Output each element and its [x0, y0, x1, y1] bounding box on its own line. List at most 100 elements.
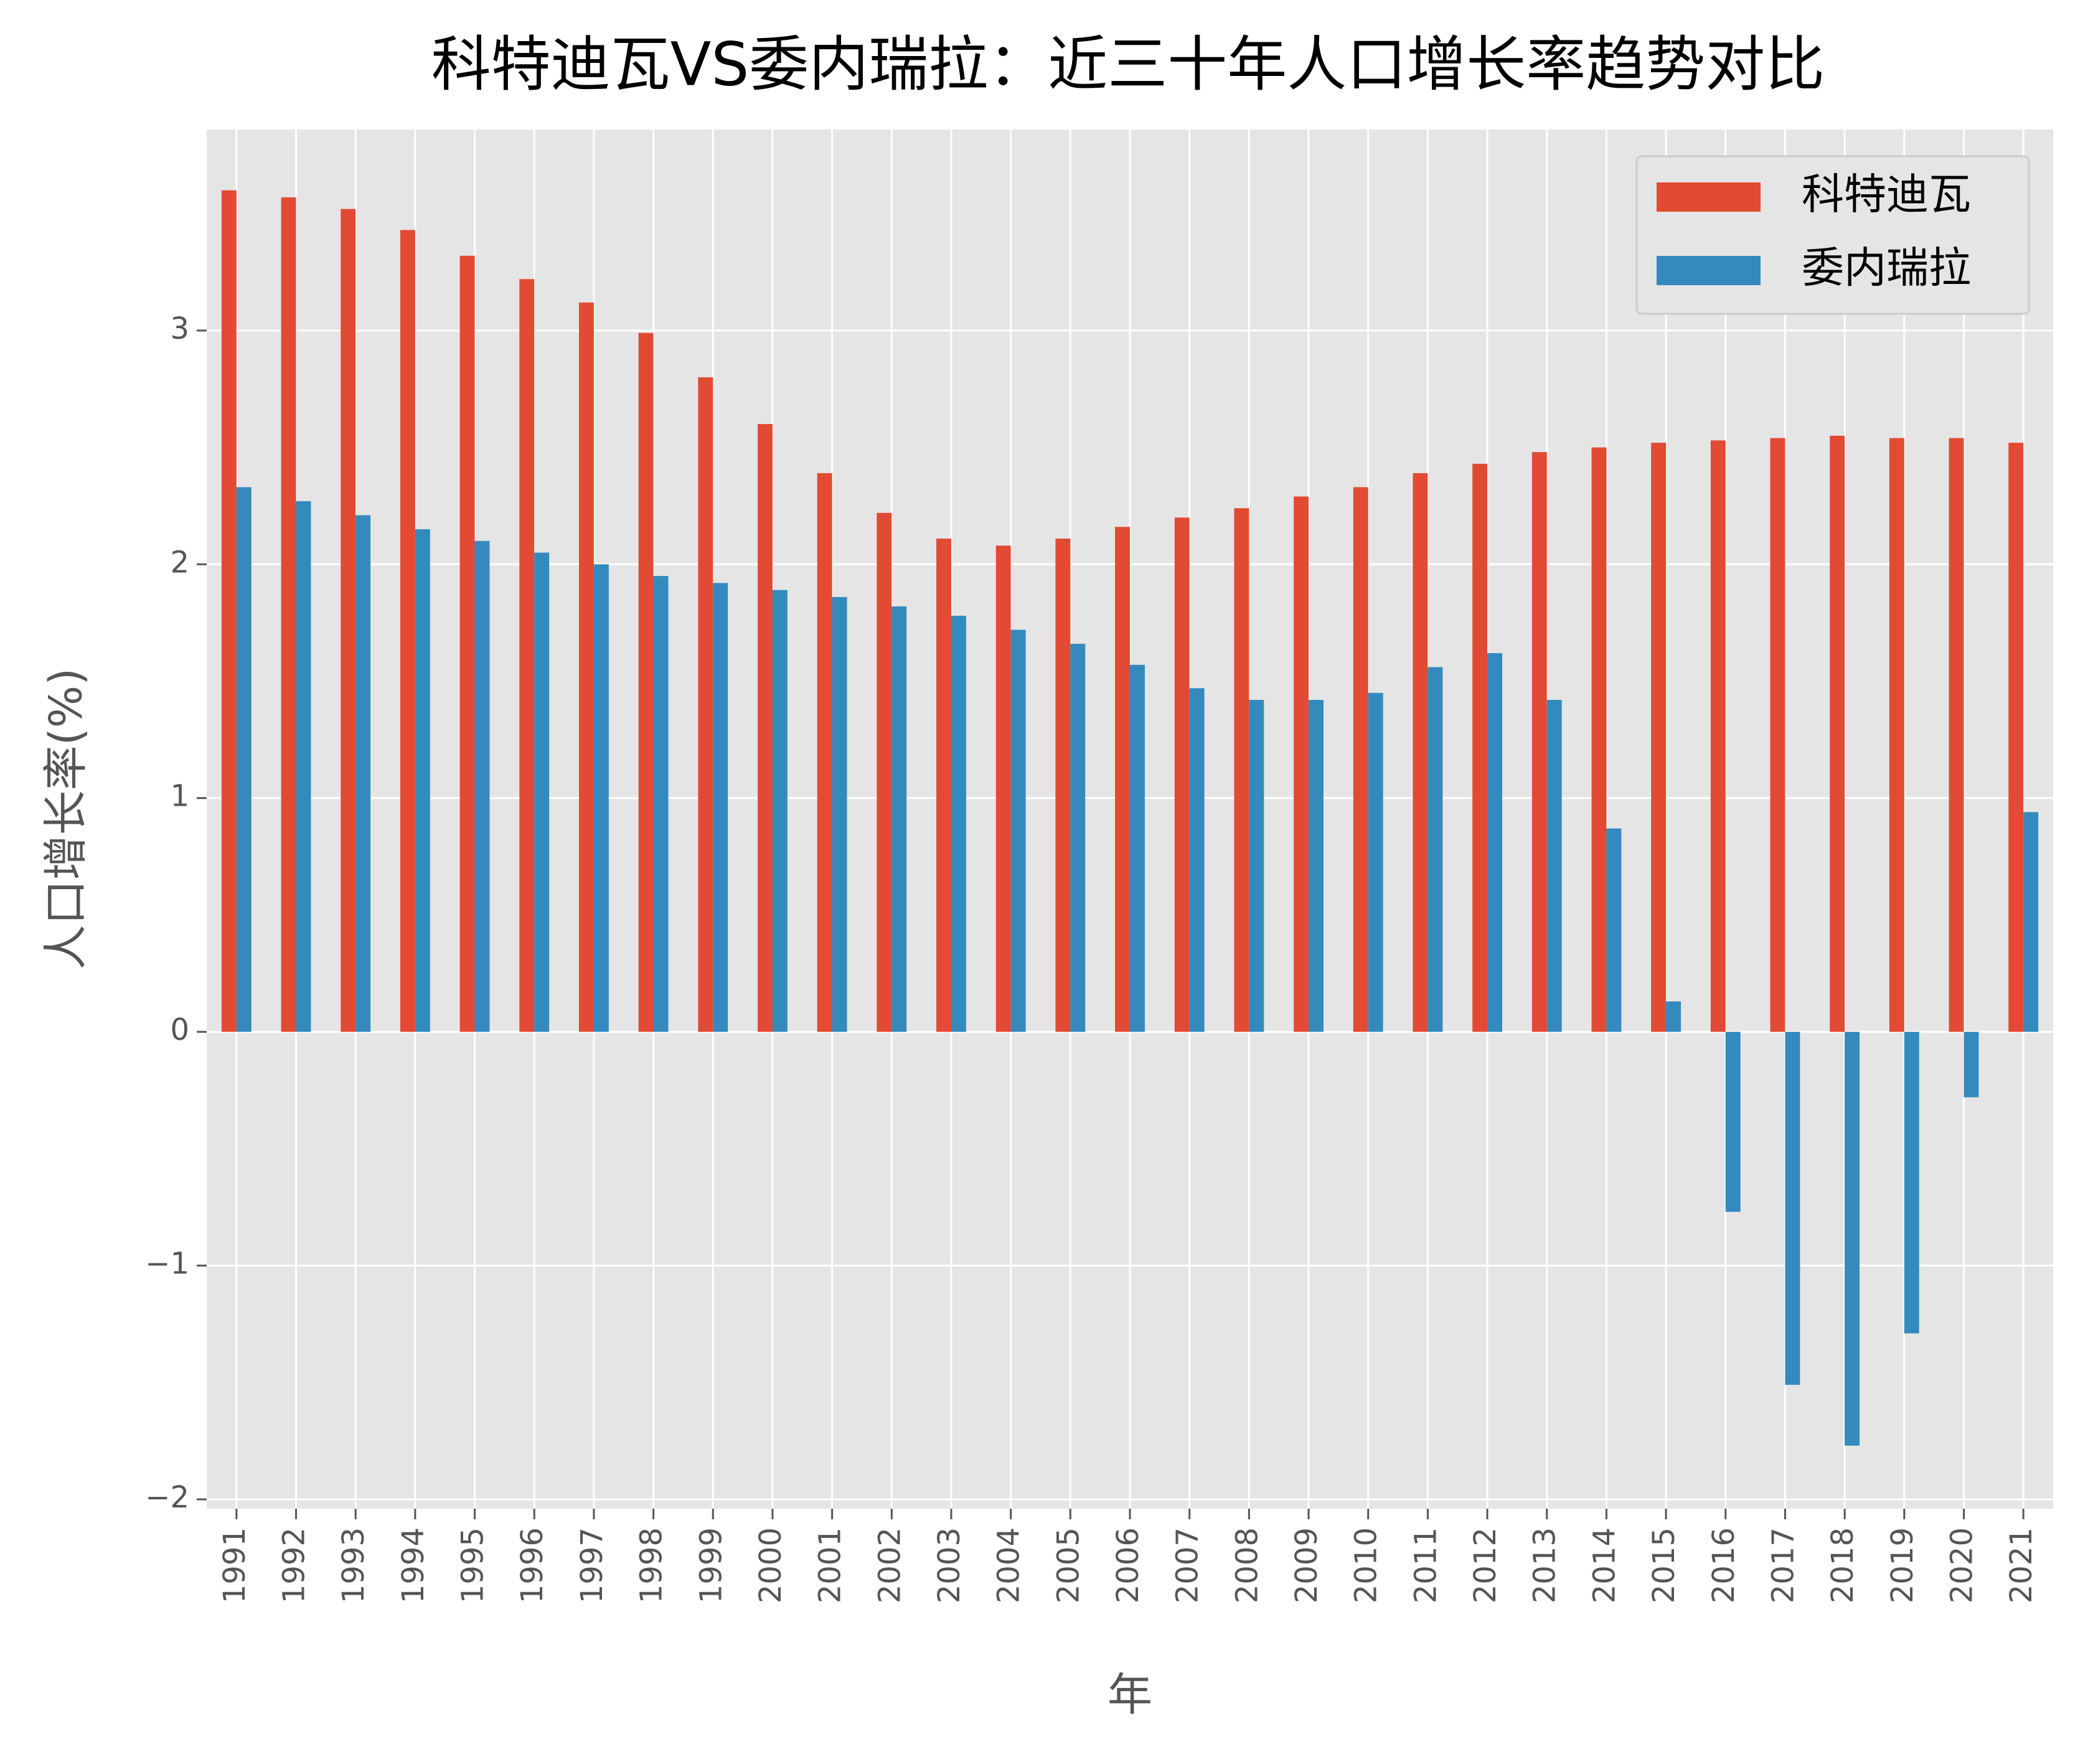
bar [296, 501, 311, 1032]
x-tick-label: 1993 [336, 1527, 371, 1603]
bar [1785, 1032, 1800, 1385]
bar [698, 377, 713, 1032]
x-tick-label: 2010 [1349, 1527, 1384, 1603]
bar [1710, 440, 1726, 1032]
bar [341, 209, 356, 1032]
bar [415, 529, 430, 1032]
bar [1889, 438, 1904, 1032]
bar [236, 487, 252, 1032]
legend-label: 委内瑞拉 [1802, 244, 1971, 293]
bar [638, 333, 654, 1032]
bar [1651, 443, 1667, 1032]
bar [281, 197, 296, 1032]
bar [1130, 664, 1145, 1032]
y-tick-label: 0 [170, 1012, 189, 1047]
bar [1249, 700, 1264, 1032]
bar [519, 279, 535, 1032]
x-tick-label: 1992 [277, 1527, 312, 1603]
bar [772, 590, 788, 1032]
y-tick-label: 3 [170, 311, 189, 346]
bar [891, 606, 907, 1032]
bar [2008, 443, 2024, 1032]
x-tick-label: 2015 [1647, 1527, 1681, 1603]
bar [951, 615, 966, 1032]
x-tick-label: 2011 [1408, 1527, 1443, 1603]
bar [459, 255, 475, 1032]
legend-swatch [1657, 182, 1761, 212]
bar [1770, 438, 1785, 1032]
bar [877, 512, 892, 1032]
y-tick-label: −1 [145, 1247, 189, 1281]
bar [1353, 487, 1368, 1032]
bar [1368, 692, 1383, 1032]
x-tick-label: 2018 [1825, 1527, 1860, 1603]
bar [1904, 1032, 1919, 1334]
bar [578, 302, 594, 1032]
x-tick-label: 2004 [992, 1527, 1027, 1603]
x-tick-label: 1991 [217, 1527, 252, 1603]
x-tick-label: 2008 [1230, 1527, 1264, 1603]
x-tick-label: 2006 [1111, 1527, 1145, 1603]
bar [1189, 688, 1205, 1032]
bar [1174, 517, 1190, 1032]
x-tick-label: 2003 [932, 1527, 967, 1603]
bar [1472, 463, 1488, 1032]
x-tick-label: 2001 [813, 1527, 848, 1603]
bar [534, 552, 550, 1032]
x-tick-label: 2016 [1706, 1527, 1741, 1603]
bar [758, 424, 773, 1032]
bar [1010, 630, 1026, 1032]
bar [400, 230, 415, 1032]
bar [1055, 538, 1071, 1032]
x-tick-label: 2019 [1885, 1527, 1920, 1603]
bar [1070, 643, 1086, 1032]
y-tick-label: −2 [145, 1480, 189, 1515]
legend-swatch [1657, 256, 1761, 285]
chart-title: 科特迪瓦VS委内瑞拉：近三十年人口增长率趋势对比 [431, 29, 1825, 99]
x-tick-label: 1998 [634, 1527, 669, 1603]
x-tick-label: 2002 [872, 1527, 907, 1603]
bar [355, 515, 371, 1032]
x-tick-label: 2017 [1766, 1527, 1800, 1603]
x-tick-label: 2021 [2004, 1527, 2039, 1603]
x-tick-label: 2005 [1051, 1527, 1086, 1603]
x-tick-label: 2013 [1528, 1527, 1563, 1603]
bar [1830, 435, 1845, 1032]
x-tick-label: 2012 [1468, 1527, 1503, 1603]
bar [1531, 452, 1547, 1032]
bar [1234, 508, 1249, 1032]
bar [1725, 1032, 1741, 1212]
x-tick-label: 1995 [456, 1527, 491, 1603]
y-tick-label: 1 [170, 779, 189, 814]
bar [1309, 700, 1324, 1032]
bar [1666, 1001, 1681, 1032]
bar [832, 597, 847, 1032]
x-tick-label: 2014 [1587, 1527, 1622, 1603]
bar [593, 564, 609, 1032]
x-tick-label: 1997 [575, 1527, 609, 1603]
x-tick-label: 2020 [1944, 1527, 1979, 1603]
bar [1487, 653, 1502, 1032]
bar [817, 473, 832, 1032]
x-tick-label: 2007 [1170, 1527, 1205, 1603]
bar [474, 540, 490, 1032]
bar [1606, 828, 1622, 1032]
bar [1964, 1032, 1979, 1098]
bar [995, 545, 1011, 1032]
x-tick-label: 2000 [753, 1527, 788, 1603]
bar [1949, 438, 1964, 1032]
x-tick-label: 1996 [515, 1527, 550, 1603]
bar [1115, 527, 1130, 1032]
x-tick-label: 2009 [1289, 1527, 1324, 1603]
bar [2023, 812, 2039, 1032]
bar [1294, 496, 1309, 1032]
bar [1427, 667, 1443, 1032]
legend-label: 科特迪瓦 [1802, 171, 1971, 220]
bar [653, 576, 669, 1032]
y-axis-label: 人口增长率(%) [40, 668, 92, 970]
x-tick-label: 1999 [694, 1527, 728, 1603]
bar [713, 583, 728, 1032]
